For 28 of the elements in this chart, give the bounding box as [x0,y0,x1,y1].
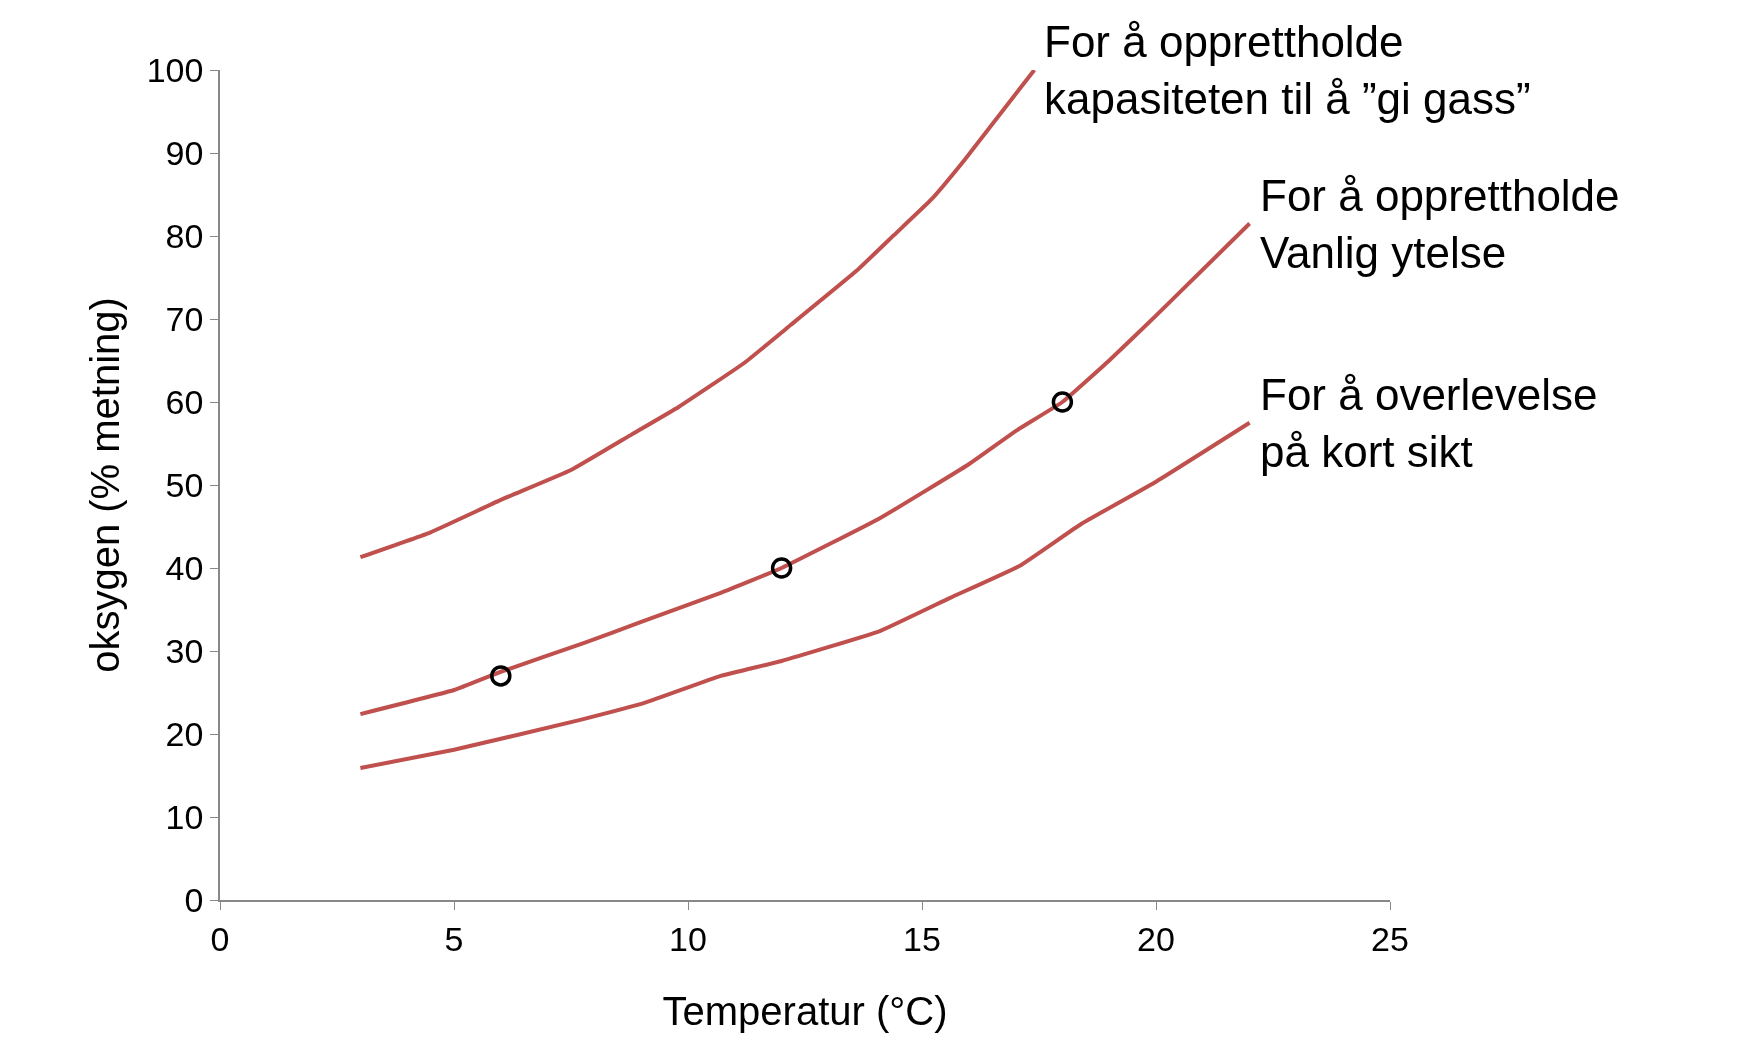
point [490,665,512,687]
x-tick-label: 0 [210,919,230,958]
point [770,557,793,579]
x-axis-title: Temperatur (°C) [662,988,948,1033]
y-tick-label: 70 [165,299,204,338]
line-series [358,70,1037,560]
point [1051,391,1074,413]
y-tick-label: 0 [184,880,204,919]
line-series [358,221,1252,717]
x-tick-label: 20 [1137,919,1175,958]
y-tick-label: 20 [165,714,204,753]
y-tick-label: 50 [165,465,204,504]
series-label: For å opprettholde kapasiteten til å ”gi gass” [1044,17,1531,124]
series-label: For å opprettholde Vanlig ytelse [1260,171,1620,278]
y-tick-label: 60 [165,382,204,421]
x-tick-label: 10 [669,919,707,958]
y-tick-label: 100 [146,50,204,89]
line-series [358,420,1252,771]
y-tick-label: 80 [165,216,204,255]
y-tick-label: 30 [165,631,204,670]
y-tick-label: 40 [165,548,204,587]
x-tick-label: 25 [1371,919,1409,958]
y-tick-label: 90 [165,133,204,172]
x-tick-label: 15 [903,919,941,958]
series-label: For å overlevelse på kort sikt [1260,370,1598,477]
y-tick-label: 10 [165,797,204,836]
x-tick-label: 5 [444,919,464,958]
y-axis-title: oksygen (% metning) [82,297,127,673]
